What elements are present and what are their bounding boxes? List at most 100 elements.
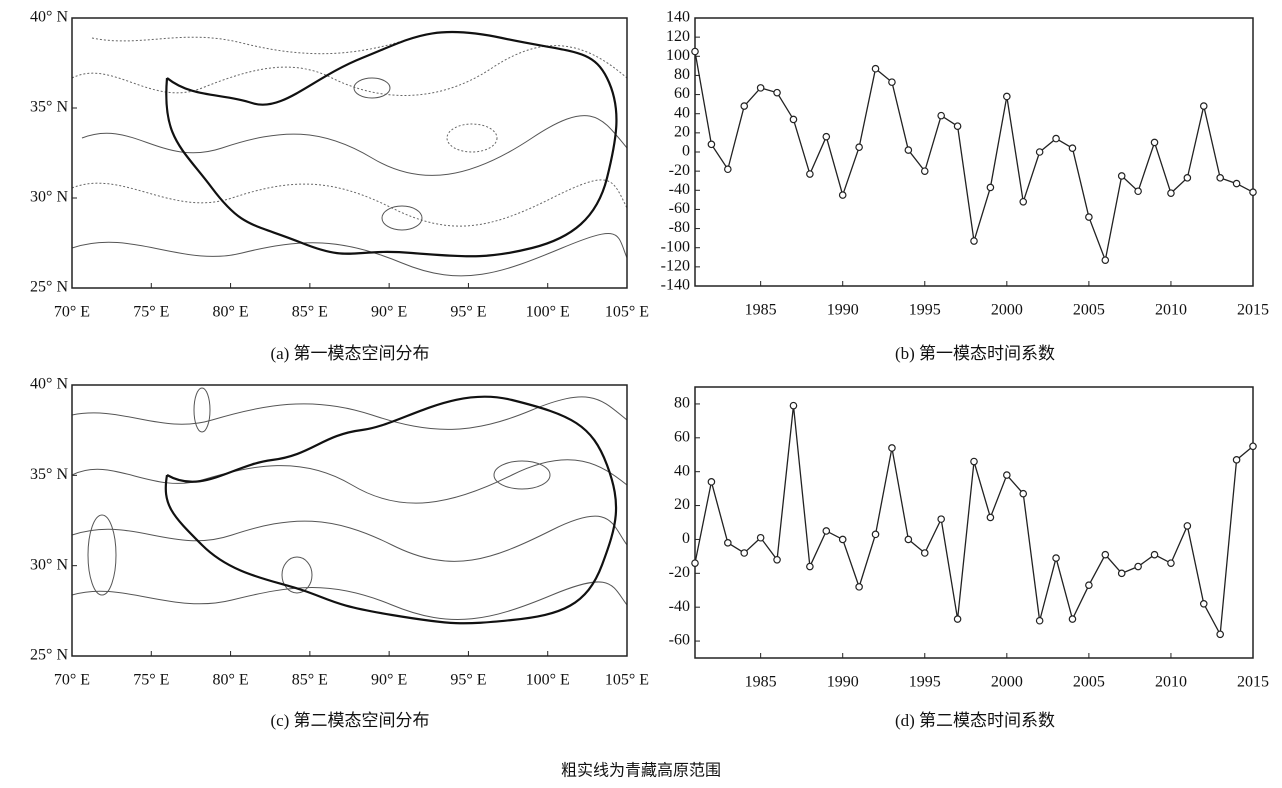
y-tick-label: -40 [669,181,690,198]
series-line [694,51,1254,263]
x-tick-label: 70° E [54,304,90,321]
data-point [740,549,749,557]
data-point [1232,179,1241,188]
plot-frame [694,386,1254,659]
x-tick-label: 2010 [1155,302,1187,319]
data-point [970,457,978,466]
y-tick-label: 40 [674,462,690,479]
x-tick-label: 70° E [54,672,90,689]
data-point [1216,630,1224,639]
data-point [888,78,896,86]
data-point [855,143,863,152]
data-point [724,539,732,547]
x-tick-label: 2015 [1237,302,1269,319]
data-point [838,191,847,199]
x-tick-label: 2015 [1237,674,1269,691]
data-point [691,47,699,56]
y-tick-label: -60 [669,632,690,649]
y-tick-label: 60 [674,85,690,102]
data-point [1232,456,1241,464]
data-point [789,401,798,410]
x-tick-label: 1985 [745,302,777,319]
y-tick-label: 40° N [30,376,68,393]
data-point [1199,599,1208,608]
data-point [773,88,781,97]
data-point [773,555,781,564]
data-point [1150,550,1159,559]
x-tick-label: 2005 [1073,674,1105,691]
x-tick-label: 105° E [605,672,649,689]
y-tick-label: -80 [669,219,690,236]
data-point [1134,187,1142,196]
x-tick-label: 75° E [133,304,169,321]
y-tick-label: 80 [674,395,690,412]
map-frame [71,17,628,289]
y-tick-label: -60 [669,200,690,217]
data-point [1150,138,1159,147]
data-point [691,559,699,567]
figure-note: 粗实线为青藏高原范围 [561,762,721,780]
x-tick-label: 90° E [371,304,407,321]
data-point [937,111,945,120]
contour-field [71,387,628,625]
x-tick-label: 95° E [450,304,486,321]
x-tick-label: 2000 [991,302,1023,319]
data-point [1216,174,1224,182]
y-tick-label: 35° N [30,466,68,483]
panel-caption: (c) 第二模态空间分布 [270,711,429,730]
data-point [970,237,978,245]
data-point [871,64,880,73]
panel-caption: (a) 第一模态空间分布 [270,344,429,363]
x-tick-label: 100° E [526,304,570,321]
y-tick-label: 35° N [30,99,68,116]
contour-field [71,30,628,277]
data-point [1019,197,1028,206]
y-tick-label: 20 [674,496,690,513]
data-point [822,132,831,141]
x-tick-label: 80° E [212,672,248,689]
data-point [1068,615,1077,623]
y-tick-label: 0 [682,530,690,547]
x-tick-label: 75° E [133,672,169,689]
data-point [1101,550,1110,559]
x-tick-label: 1990 [827,674,859,691]
y-tick-label: 40 [674,104,690,121]
data-point [1052,134,1060,143]
y-tick-label: 80 [674,66,690,83]
data-point [1167,189,1175,197]
y-tick-label: 25° N [30,647,68,664]
data-point [986,183,995,192]
data-point [1035,148,1044,156]
data-point [740,102,749,110]
data-point [920,549,929,557]
data-point [855,583,863,591]
data-point [756,533,765,542]
data-point [1249,188,1257,197]
data-point [1035,616,1044,625]
x-tick-label: 95° E [450,672,486,689]
data-point [822,527,831,535]
data-point [707,478,716,486]
y-tick-label: 120 [666,28,690,45]
x-tick-label: 90° E [371,672,407,689]
plot-frame [694,17,1254,287]
y-tick-label: 60 [674,428,690,445]
x-tick-label: 1995 [909,674,941,691]
panel-caption: (b) 第一模态时间系数 [895,344,1055,363]
data-point [1249,442,1257,451]
data-point [1101,256,1110,264]
y-tick-label: 30° N [30,189,68,206]
data-point [1134,562,1142,571]
y-tick-label: 40° N [30,9,68,26]
x-tick-label: 2000 [991,674,1023,691]
data-point [953,615,962,623]
x-tick-label: 1995 [909,302,941,319]
y-tick-label: 100 [666,47,690,64]
map-frame [71,384,628,657]
data-point [888,444,896,452]
x-tick-label: 80° E [212,304,248,321]
y-tick-label: 0 [682,143,690,160]
x-tick-label: 2005 [1073,302,1105,319]
data-point [986,513,995,522]
